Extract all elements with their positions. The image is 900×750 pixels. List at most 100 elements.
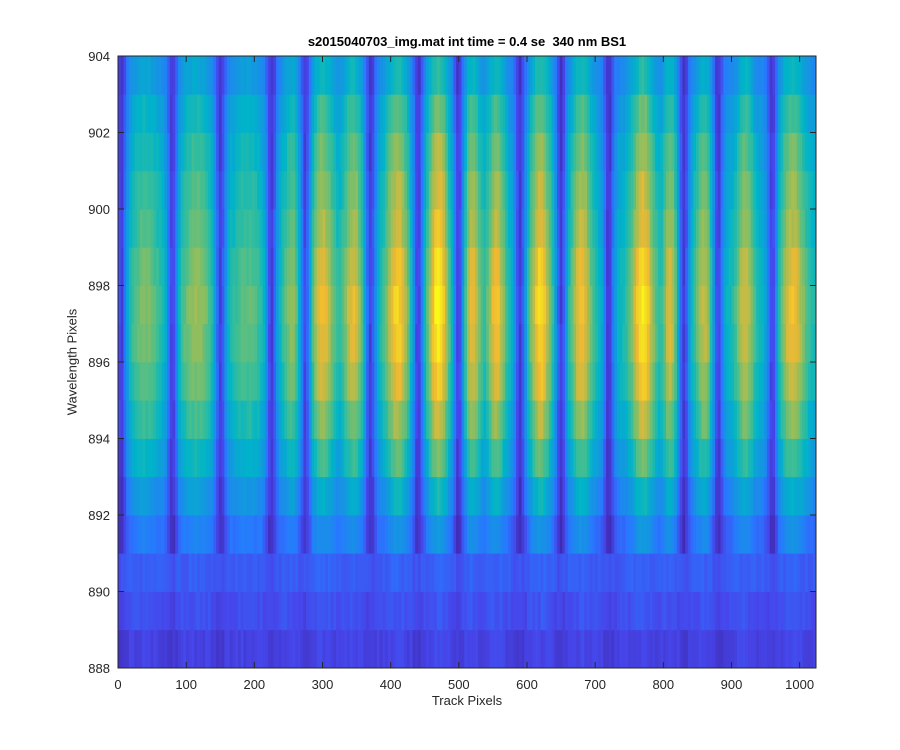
heatmap-cell bbox=[237, 323, 242, 363]
heatmap-cell bbox=[387, 170, 392, 210]
heatmap-cell bbox=[720, 438, 724, 478]
heatmap-cell bbox=[341, 553, 345, 592]
x-tick-label: 200 bbox=[243, 677, 265, 692]
heatmap-cell bbox=[126, 56, 130, 95]
heatmap-cell bbox=[595, 170, 599, 210]
heatmap-cell bbox=[254, 438, 258, 478]
heatmap-cell bbox=[679, 400, 683, 439]
heatmap-cell bbox=[685, 285, 689, 325]
heatmap-cell bbox=[186, 515, 190, 554]
heatmap-cell bbox=[237, 400, 242, 439]
heatmap-cell bbox=[246, 323, 250, 363]
heatmap-cell bbox=[311, 438, 315, 478]
heatmap-cell bbox=[783, 94, 787, 133]
heatmap-cell bbox=[805, 591, 809, 631]
heatmap-cell bbox=[655, 94, 659, 133]
heatmap-cell bbox=[240, 323, 244, 363]
heatmap-cell bbox=[186, 629, 190, 669]
heatmap-cell bbox=[248, 400, 253, 439]
heatmap-cell bbox=[521, 476, 525, 516]
heatmap-cell bbox=[570, 362, 574, 401]
heatmap-cell bbox=[603, 56, 607, 95]
heatmap-cell bbox=[134, 247, 138, 286]
heatmap-cell bbox=[652, 400, 656, 439]
heatmap-cell bbox=[292, 438, 296, 478]
heatmap-cell bbox=[701, 94, 705, 133]
heatmap-cell bbox=[666, 591, 670, 631]
heatmap-cell bbox=[543, 132, 547, 172]
heatmap-cell bbox=[447, 553, 452, 592]
heatmap-cell bbox=[118, 170, 122, 210]
heatmap-cell bbox=[786, 94, 790, 133]
heatmap-cell bbox=[496, 323, 501, 363]
heatmap-cell bbox=[799, 247, 803, 286]
heatmap-cell bbox=[153, 285, 157, 325]
heatmap-cell bbox=[423, 515, 427, 554]
heatmap-cell bbox=[535, 323, 539, 363]
heatmap-cell bbox=[153, 553, 157, 592]
heatmap-cell bbox=[401, 438, 405, 478]
heatmap-cell bbox=[715, 209, 719, 248]
heatmap-cell bbox=[180, 591, 184, 631]
heatmap-cell bbox=[537, 400, 542, 439]
heatmap-cell bbox=[265, 362, 269, 401]
heatmap-cell bbox=[750, 515, 754, 554]
heatmap-cell bbox=[636, 132, 640, 172]
heatmap-cell bbox=[810, 515, 814, 554]
heatmap-cell bbox=[325, 553, 329, 592]
heatmap-cell bbox=[374, 56, 378, 95]
heatmap-cell bbox=[802, 400, 806, 439]
heatmap-cell bbox=[371, 515, 375, 554]
heatmap-cell bbox=[382, 323, 386, 363]
heatmap-cell bbox=[164, 247, 168, 286]
heatmap-cell bbox=[175, 362, 179, 401]
heatmap-cell bbox=[712, 209, 716, 248]
heatmap-cell bbox=[167, 362, 171, 401]
heatmap-cell bbox=[780, 476, 784, 516]
heatmap-cell bbox=[690, 553, 694, 592]
heatmap-cell bbox=[747, 247, 751, 286]
heatmap-cell bbox=[197, 247, 201, 286]
heatmap-cell bbox=[150, 629, 154, 669]
heatmap-cell bbox=[360, 515, 364, 554]
heatmap-cell bbox=[496, 362, 501, 401]
heatmap-cell bbox=[603, 285, 607, 325]
heatmap-cell bbox=[469, 285, 473, 325]
heatmap-cell bbox=[540, 285, 544, 325]
heatmap-cell bbox=[319, 209, 323, 248]
heatmap-cell bbox=[540, 170, 544, 210]
heatmap-cell bbox=[581, 362, 585, 401]
heatmap-cell bbox=[287, 170, 291, 210]
heatmap-cell bbox=[633, 515, 637, 554]
heatmap-cell bbox=[259, 285, 263, 325]
heatmap-cell bbox=[807, 170, 811, 210]
heatmap-cell bbox=[543, 323, 547, 363]
heatmap-cell bbox=[287, 629, 291, 669]
heatmap-cell bbox=[254, 553, 258, 592]
heatmap-cell bbox=[627, 94, 631, 133]
heatmap-cell bbox=[128, 56, 133, 95]
heatmap-cell bbox=[287, 323, 291, 363]
heatmap-cell bbox=[739, 209, 743, 248]
heatmap-cell bbox=[666, 629, 670, 669]
heatmap-cell bbox=[292, 323, 296, 363]
heatmap-cell bbox=[150, 438, 154, 478]
heatmap-cell bbox=[308, 362, 312, 401]
heatmap-cell bbox=[458, 285, 462, 325]
heatmap-cell bbox=[243, 629, 247, 669]
heatmap-cell bbox=[772, 170, 776, 210]
heatmap-cell bbox=[404, 400, 408, 439]
heatmap-cell bbox=[606, 476, 610, 516]
heatmap-cell bbox=[595, 247, 599, 286]
heatmap-cell bbox=[325, 247, 329, 286]
heatmap-cell bbox=[437, 170, 441, 210]
heatmap-cell bbox=[799, 209, 803, 248]
heatmap-cell bbox=[526, 476, 531, 516]
heatmap-cell bbox=[614, 209, 618, 248]
heatmap-cell bbox=[137, 323, 141, 363]
heatmap-cell bbox=[382, 438, 386, 478]
heatmap-cell bbox=[229, 400, 233, 439]
heatmap-cell bbox=[559, 56, 563, 95]
heatmap-cell bbox=[278, 209, 282, 248]
heatmap-cell bbox=[712, 476, 716, 516]
